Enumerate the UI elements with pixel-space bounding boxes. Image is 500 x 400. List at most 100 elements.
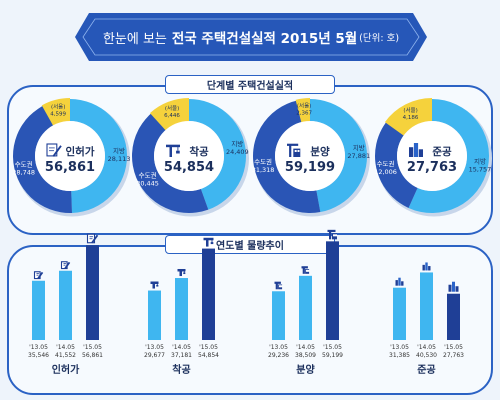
donut-title: 착공 bbox=[189, 145, 209, 158]
region-label: 지방 bbox=[353, 143, 365, 152]
building-crane-icon bbox=[287, 143, 301, 157]
bar-category: '14.05 bbox=[172, 344, 191, 351]
capital-label: 수도권 bbox=[139, 172, 157, 180]
slice-region bbox=[189, 99, 247, 210]
seoul-value: 4,599 bbox=[50, 112, 66, 118]
bar-group-title: 준공 bbox=[417, 364, 435, 376]
donut-center bbox=[35, 121, 105, 191]
slice-capital bbox=[252, 99, 321, 214]
donut-total: 56,861 bbox=[45, 160, 95, 175]
bar bbox=[299, 275, 312, 340]
region-value: 15,757 bbox=[469, 166, 492, 174]
bar-value: 35,546 bbox=[28, 352, 49, 359]
donut-center bbox=[275, 121, 345, 191]
bar-value: 41,552 bbox=[55, 352, 76, 359]
donut-title: 준공 bbox=[432, 146, 452, 158]
bar-group-title: 인허가 bbox=[52, 363, 80, 376]
region-label: 지방 bbox=[474, 157, 486, 166]
bar bbox=[393, 287, 406, 340]
bar bbox=[420, 272, 433, 340]
buildings-icon bbox=[422, 262, 431, 271]
slice-capital bbox=[132, 99, 209, 213]
donut-total: 54,854 bbox=[164, 160, 214, 175]
crane-icon bbox=[166, 144, 180, 157]
bar bbox=[202, 248, 215, 340]
donut-center bbox=[397, 121, 467, 191]
donut-center bbox=[154, 121, 224, 191]
crane-icon bbox=[203, 237, 214, 247]
document-pen-icon bbox=[86, 233, 99, 244]
bar-value: 40,530 bbox=[416, 352, 437, 359]
bar-value: 31,385 bbox=[389, 352, 410, 359]
donut-title: 인허가 bbox=[66, 145, 95, 158]
capital-label: 수도권 bbox=[377, 160, 395, 168]
building-crane-icon bbox=[301, 266, 310, 274]
buildings-icon bbox=[395, 277, 404, 286]
slice-region bbox=[408, 99, 489, 213]
slice-region bbox=[70, 99, 128, 213]
capital-value: 31,318 bbox=[252, 166, 275, 174]
building-crane-icon bbox=[274, 281, 283, 290]
bar-value: 38,509 bbox=[295, 352, 316, 359]
bar bbox=[32, 280, 45, 340]
seoul-value: 2,367 bbox=[296, 110, 312, 116]
banner-shape bbox=[75, 13, 427, 61]
seoul-label: (서울) bbox=[297, 101, 311, 109]
bar-value: 37,181 bbox=[171, 352, 192, 359]
bar bbox=[175, 278, 188, 340]
header-pre: 한눈에 보는 bbox=[102, 31, 167, 47]
bar-category: '13.05 bbox=[269, 344, 288, 351]
seoul-value: 4,186 bbox=[403, 115, 419, 121]
donut-title: 분양 bbox=[310, 145, 330, 158]
bar-category: '13.05 bbox=[29, 344, 48, 351]
bar bbox=[148, 290, 161, 340]
bar-value: 54,854 bbox=[198, 352, 219, 359]
bar-category: '15.05 bbox=[323, 344, 342, 351]
stage-section-title: 단계별 주택건설실적 bbox=[165, 75, 335, 94]
slice-seoul bbox=[295, 98, 310, 124]
bar-value: 29,677 bbox=[144, 352, 165, 359]
buildings-icon bbox=[409, 143, 423, 157]
capital-label: 수도권 bbox=[254, 158, 272, 166]
seoul-value: 6,446 bbox=[164, 113, 180, 119]
capital-value: 12,006 bbox=[374, 168, 397, 176]
seoul-label: (서울) bbox=[403, 106, 417, 114]
bar bbox=[447, 293, 460, 340]
bar-group-title: 분양 bbox=[296, 364, 315, 376]
bar-value: 59,199 bbox=[322, 352, 343, 359]
slice-seoul bbox=[384, 98, 432, 137]
bar bbox=[326, 241, 339, 340]
header-unit: (단위: 호) bbox=[359, 33, 400, 44]
document-pen-icon bbox=[46, 143, 62, 157]
bar-category: '13.05 bbox=[390, 344, 409, 351]
slice-capital bbox=[13, 99, 72, 213]
bar-category: '14.05 bbox=[417, 344, 436, 351]
region-label: 지방 bbox=[113, 146, 125, 155]
buildings-icon bbox=[448, 281, 459, 292]
header-banner: 한눈에 보는 전국 주택건설실적 2015년 5월 (단위: 호) bbox=[75, 13, 427, 61]
slice-seoul bbox=[41, 98, 70, 127]
bar-category: '14.05 bbox=[56, 344, 75, 351]
seoul-label: (서울) bbox=[165, 104, 179, 112]
seoul-label: (서울) bbox=[51, 103, 65, 111]
bar-category: '15.05 bbox=[83, 344, 102, 351]
bar-category: '15.05 bbox=[444, 344, 463, 351]
bar bbox=[86, 245, 99, 340]
donut-total: 59,199 bbox=[285, 160, 335, 175]
bar-value: 56,861 bbox=[82, 352, 103, 359]
donut-total: 27,763 bbox=[407, 160, 457, 175]
slice-region bbox=[310, 99, 367, 213]
bar-category: '13.05 bbox=[145, 344, 164, 351]
document-pen-icon bbox=[60, 261, 71, 270]
region-value: 24,409 bbox=[226, 148, 249, 156]
capital-value: 30,445 bbox=[136, 180, 159, 188]
region-value: 27,881 bbox=[347, 152, 370, 160]
capital-label: 수도권 bbox=[15, 160, 33, 168]
